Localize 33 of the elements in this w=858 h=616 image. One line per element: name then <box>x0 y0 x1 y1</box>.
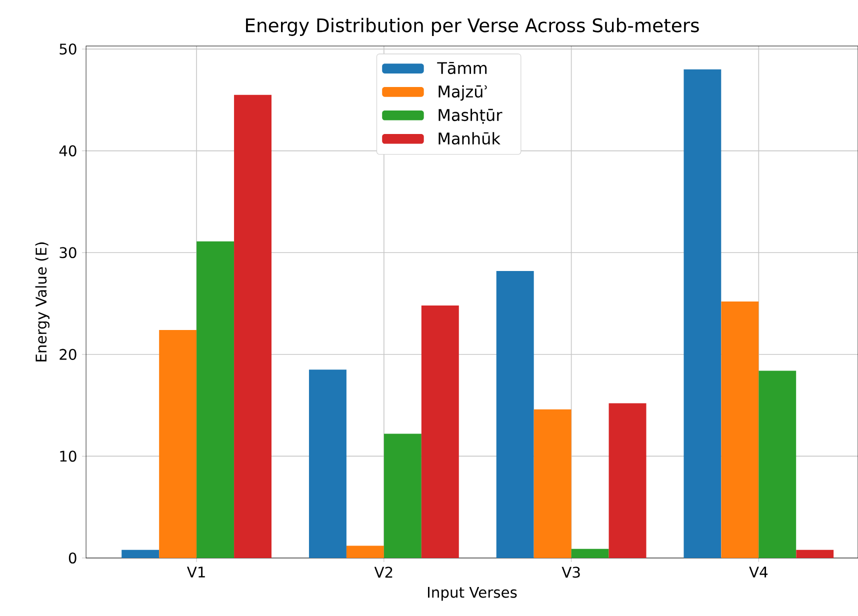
x-axis-title: Input Verses <box>428 586 517 601</box>
bar <box>234 94 272 558</box>
bar <box>159 330 197 558</box>
y-tick-label: 50 <box>60 44 76 55</box>
bar <box>122 550 160 558</box>
legend-label: Tāmm <box>437 62 487 74</box>
bar <box>346 546 384 558</box>
bar <box>796 550 834 558</box>
bar <box>308 370 346 558</box>
x-tick-label: V2 <box>374 566 392 578</box>
y-tick-label: 40 <box>59 145 76 156</box>
y-tick-label: 0 <box>68 552 76 564</box>
bar <box>496 270 534 558</box>
legend-label: Majzūʾ <box>438 85 487 101</box>
bar <box>758 370 796 558</box>
chart-title: Energy Distribution per Verse Across Sub-meters <box>246 18 699 36</box>
legend-label: Manhūk <box>438 132 500 145</box>
x-tick-label: V1 <box>186 566 205 578</box>
y-tick-label: 10 <box>60 450 76 462</box>
y-tick-label: 30 <box>60 247 76 258</box>
bar <box>384 434 422 558</box>
x-tick-label: V3 <box>562 566 580 578</box>
bar <box>721 301 759 558</box>
legend-label: Mashṭūr <box>438 108 502 124</box>
bar <box>608 403 646 558</box>
bar <box>534 409 572 558</box>
bar <box>571 548 609 558</box>
y-axis-title: Energy Value (E) <box>35 242 50 362</box>
y-tick-label: 20 <box>60 348 76 360</box>
x-tick-label: V4 <box>749 566 768 578</box>
bar <box>421 306 459 558</box>
bar <box>196 241 234 558</box>
bar <box>684 69 722 558</box>
